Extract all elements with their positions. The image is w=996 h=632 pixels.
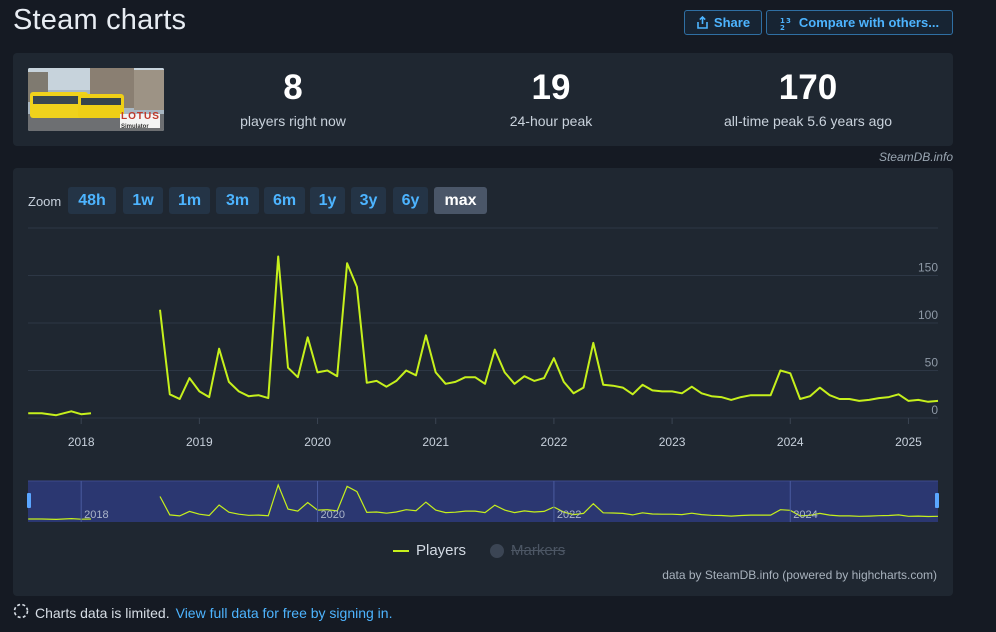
- stat-alltime-label: all-time peak 5.6 years ago: [723, 113, 893, 129]
- highcharts-credit[interactable]: data by SteamDB.info (powered by highcha…: [662, 568, 937, 582]
- x-tick-label: 2023: [659, 435, 686, 449]
- share-button[interactable]: Share: [684, 10, 762, 35]
- legend-players-label: Players: [416, 542, 467, 559]
- game-logo-text: LOTUS: [121, 111, 160, 122]
- svg-text:3: 3: [786, 17, 791, 25]
- y-tick-label: 150: [918, 261, 938, 275]
- stat-alltime-value: 170: [778, 68, 838, 107]
- page-title: Steam charts: [13, 4, 187, 36]
- x-tick-label: 2021: [422, 435, 449, 449]
- stats-panel: LOTUS Simulator 8 players right now 19 2…: [13, 53, 953, 146]
- legend-markers-dot: [490, 543, 505, 558]
- zoom-3y-button[interactable]: 3y: [351, 187, 386, 214]
- steamdb-credit[interactable]: SteamDB.info: [878, 150, 953, 164]
- navigator-tick-label: 2018: [84, 509, 108, 521]
- zoom-1y-button[interactable]: 1y: [310, 187, 345, 214]
- navigator-left-handle[interactable]: [27, 493, 31, 508]
- zoom-1m-button[interactable]: 1m: [169, 187, 210, 214]
- svg-text:1: 1: [780, 17, 785, 25]
- stat-24h-value: 19: [531, 68, 571, 107]
- legend-players-line: [393, 549, 409, 552]
- zoom-6y-button[interactable]: 6y: [393, 187, 428, 214]
- x-tick-label: 2019: [186, 435, 213, 449]
- navigator-series-line: [159, 483, 939, 518]
- x-tick-label: 2018: [68, 435, 95, 449]
- legend-markers-label: Markers: [511, 542, 566, 559]
- x-tick-label: 2025: [895, 435, 922, 449]
- sign-in-link[interactable]: View full data for free by signing in.: [175, 604, 393, 621]
- stat-24h-label: 24-hour peak: [509, 113, 593, 129]
- stat-current-value: 8: [283, 68, 303, 107]
- share-label: Share: [713, 15, 751, 30]
- y-tick-label: 50: [925, 356, 939, 370]
- zoom-48h-button[interactable]: 48h: [68, 187, 116, 214]
- navigator-selected-range[interactable]: [28, 481, 938, 522]
- zoom-max-button[interactable]: max: [434, 187, 487, 214]
- x-tick-label: 2024: [777, 435, 804, 449]
- compare-label: Compare with others...: [798, 15, 940, 30]
- navigator-tick-label: 2024: [793, 509, 817, 521]
- x-tick-label: 2020: [304, 435, 331, 449]
- zoom-6m-button[interactable]: 6m: [264, 187, 305, 214]
- y-tick-label: 0: [931, 403, 938, 417]
- stat-24h-peak: 19 24-hour peak: [476, 68, 626, 130]
- game-logo-subtext: Simulator: [121, 124, 149, 130]
- notice-text: Charts data is limited.: [35, 604, 170, 621]
- players-series-line[interactable]: [159, 255, 939, 403]
- navigator-series-line: [28, 517, 92, 521]
- y-tick-label: 100: [918, 308, 938, 322]
- chart-legend: Players Markers: [393, 542, 565, 559]
- legend-markers[interactable]: Markers: [490, 542, 565, 559]
- legend-players[interactable]: Players: [393, 542, 466, 559]
- zoom-3m-button[interactable]: 3m: [216, 187, 259, 214]
- stat-current-label: players right now: [240, 113, 346, 129]
- svg-text:2: 2: [780, 24, 785, 30]
- navigator-tick-label: 2022: [557, 509, 581, 521]
- game-logo: LOTUS Simulator: [121, 112, 160, 131]
- chart-panel: Zoom 48h 1w 1m 3m 6m 1y 3y 6y max 0 50 100…: [13, 168, 953, 596]
- share-icon: [696, 16, 709, 29]
- dashed-circle-icon: [13, 603, 29, 622]
- players-series-line[interactable]: [28, 410, 92, 417]
- players-chart[interactable]: 0 50 100 150 2018 2019 2020 2021 2022 2023 2024 202…: [13, 168, 953, 538]
- navigator-right-handle[interactable]: [935, 493, 939, 508]
- zoom-label: Zoom: [28, 194, 62, 209]
- x-tick-label: 2022: [541, 435, 568, 449]
- navigator-tick-label: 2020: [321, 509, 345, 521]
- stat-current-players: 8 players right now: [218, 68, 368, 130]
- game-thumbnail[interactable]: LOTUS Simulator: [28, 68, 164, 131]
- data-limited-notice: Charts data is limited. View full data f…: [13, 603, 392, 622]
- zoom-1w-button[interactable]: 1w: [123, 187, 163, 214]
- game-thumbnail-image: [28, 68, 164, 131]
- stat-alltime-peak: 170 all-time peak 5.6 years ago: [703, 68, 913, 130]
